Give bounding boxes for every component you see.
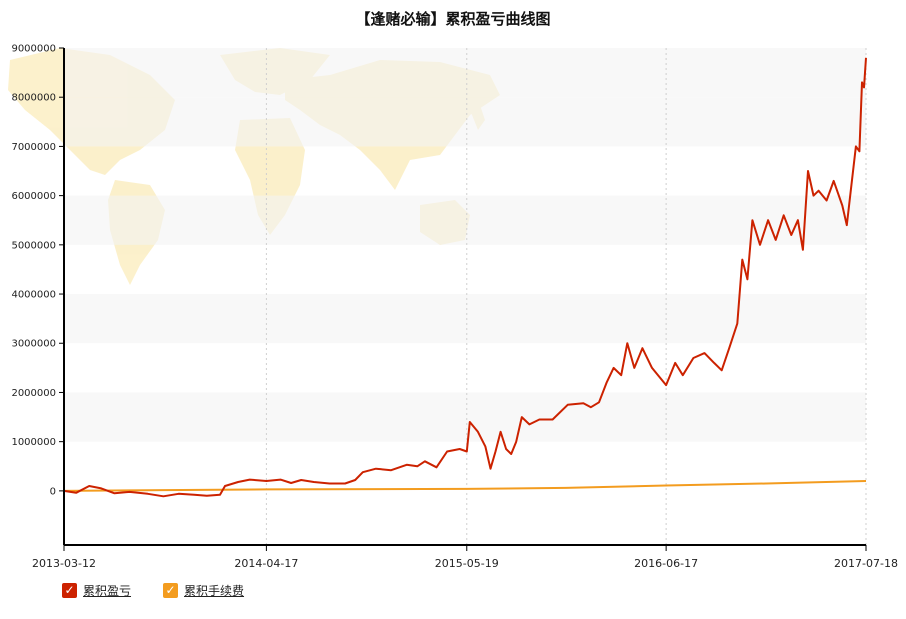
series-line-cumulative-fees (63, 480, 867, 492)
y-tick-label: 1000000 (11, 437, 56, 448)
grid-band (64, 294, 866, 344)
x-tick-label: 2017-07-18 (834, 557, 898, 570)
y-tick-label: 0 (50, 486, 56, 497)
series-line-cumulative-pnl (63, 57, 867, 498)
y-tick-label: 7000000 (11, 142, 56, 153)
x-axis-ticks: 2013-03-12 2014-04-17 2015-05-19 2016-06-17… (32, 545, 898, 570)
grid-band (64, 97, 866, 147)
checkbox-icon[interactable]: ✓ (163, 583, 179, 598)
y-tick-label: 2000000 (11, 388, 56, 399)
series-lines (63, 57, 867, 498)
checkbox-icon[interactable]: ✓ (62, 583, 77, 598)
legend-label: 累积盈亏 (83, 584, 132, 598)
legend-item-cumulative-pnl[interactable]: ✓ 累积盈亏 (62, 582, 131, 599)
x-tick-label: 2014-04-17 (234, 557, 298, 570)
x-tick-label: 2015-05-19 (435, 557, 499, 570)
y-tick-label: 9000000 (11, 44, 56, 55)
y-tick-label: 6000000 (11, 191, 56, 202)
legend-label: 累积手续费 (184, 584, 245, 598)
x-tick-label: 2016-06-17 (634, 557, 698, 570)
legend-item-cumulative-fees[interactable]: ✓ 累积手续费 (163, 582, 244, 599)
y-tick-label: 4000000 (11, 290, 56, 301)
grid-band (64, 48, 866, 98)
chart-title: 【逢赌必输】累积盈亏曲线图 (355, 10, 551, 28)
y-tick-label: 8000000 (11, 93, 56, 104)
grid-band (64, 195, 866, 245)
y-tick-label: 5000000 (11, 240, 56, 251)
legend: ✓ 累积盈亏 ✓ 累积手续费 (62, 582, 244, 599)
y-tick-label: 3000000 (11, 339, 56, 350)
x-tick-label: 2013-03-12 (32, 557, 96, 570)
grid-bands (64, 48, 866, 442)
grid-band (64, 392, 866, 442)
